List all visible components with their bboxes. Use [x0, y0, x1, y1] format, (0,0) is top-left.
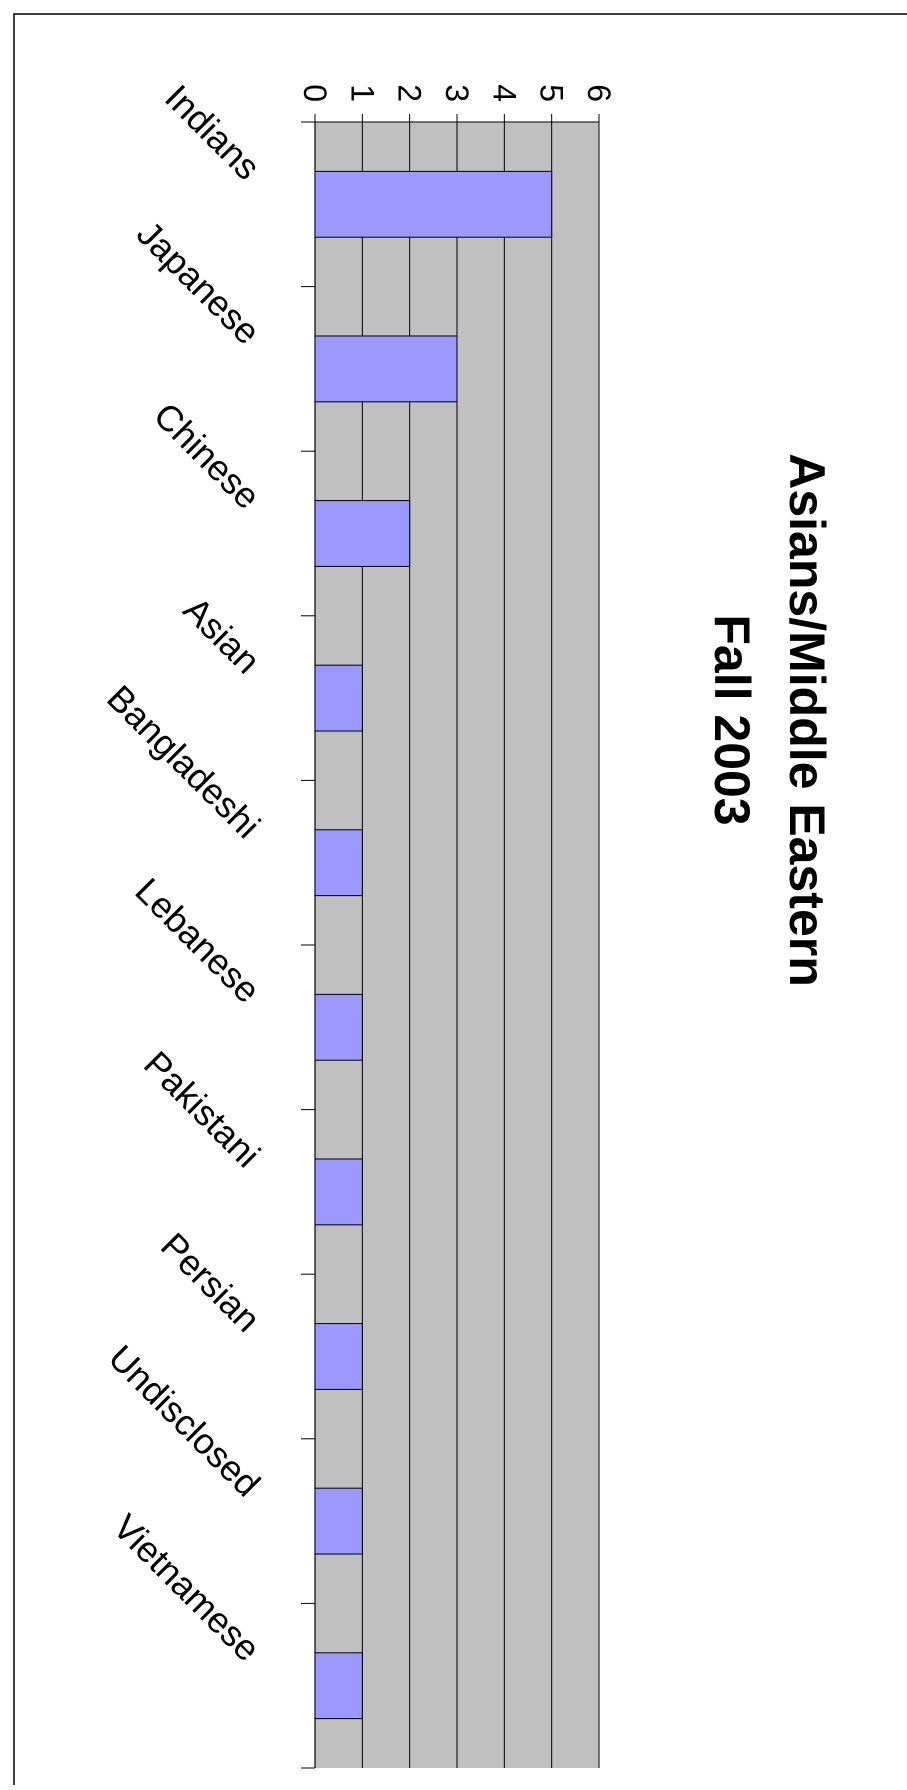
- value-tick-label: 2: [392, 84, 428, 102]
- value-tick-label: 1: [344, 84, 380, 102]
- bar: [314, 829, 363, 897]
- bar: [314, 335, 458, 403]
- value-tick-label: 5: [534, 84, 570, 102]
- bar: [314, 170, 553, 238]
- value-tick-label: 4: [486, 84, 522, 102]
- bar: [314, 1487, 363, 1555]
- value-tick-label: 6: [581, 84, 617, 102]
- bar: [314, 1323, 363, 1390]
- bar: [314, 993, 363, 1061]
- bar: [314, 1652, 363, 1720]
- title-group: Asians/Middle Eastern Fall 2003: [704, 453, 835, 987]
- bar: [314, 664, 363, 732]
- value-tick-label: 3: [439, 84, 475, 102]
- value-tick-label: 0: [297, 84, 333, 102]
- chart-subtitle: Fall 2003: [704, 614, 760, 825]
- chart-title: Asians/Middle Eastern: [779, 453, 835, 987]
- bar: [314, 1158, 363, 1226]
- bar: [314, 500, 411, 567]
